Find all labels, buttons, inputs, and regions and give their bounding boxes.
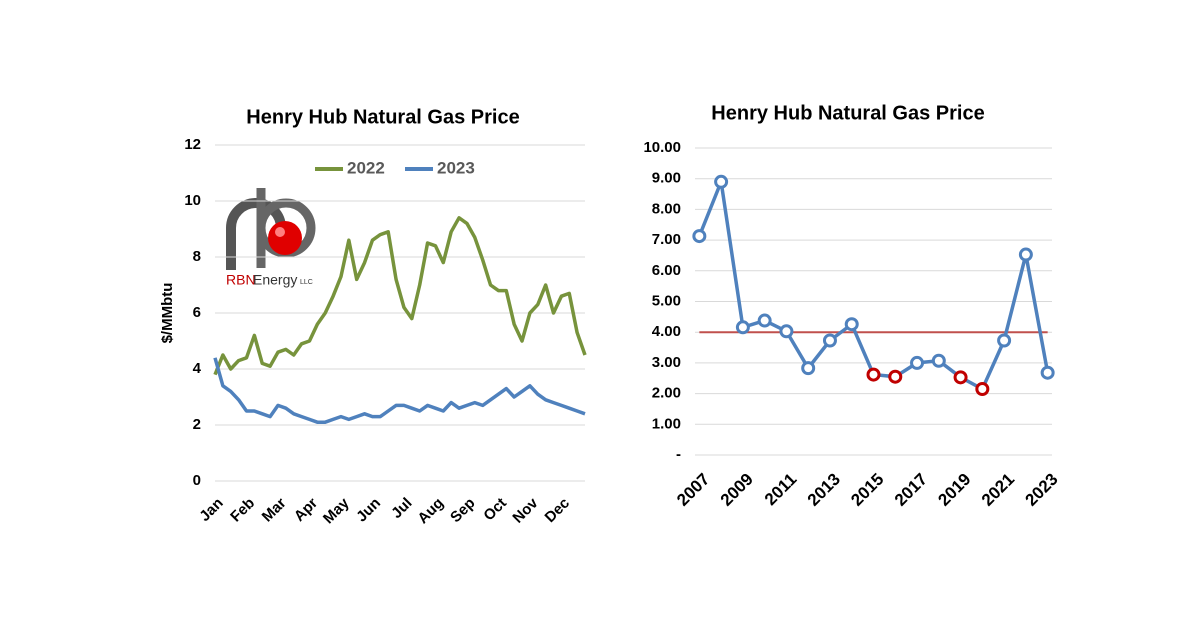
y-tick-label: 5.00 <box>652 292 681 309</box>
logo-pipe <box>226 198 286 270</box>
x-tick-label: 2017 <box>891 470 931 510</box>
y-tick-label: 4.00 <box>652 323 681 340</box>
x-tick-label: Dec <box>542 495 573 526</box>
marker <box>735 320 750 335</box>
chart-title: Henry Hub Natural Gas Price <box>246 106 519 128</box>
marker <box>801 361 816 376</box>
marker <box>931 353 946 368</box>
x-tick-label: 2013 <box>804 470 844 510</box>
marker <box>975 381 990 396</box>
logo-text: LLC <box>300 279 313 286</box>
marker <box>779 324 794 339</box>
series-line <box>213 216 587 376</box>
y-tick-label: 8 <box>193 248 201 265</box>
x-tick-label: 2009 <box>717 470 757 510</box>
x-tick-label: Apr <box>291 495 321 525</box>
y-tick-label: - <box>676 446 681 463</box>
y-tick-label: 2 <box>193 416 201 433</box>
x-tick-label: Jul <box>388 495 415 522</box>
y-tick-label: 10.00 <box>643 139 681 156</box>
y-tick-label: 10 <box>184 192 201 209</box>
y-tick-label: 3.00 <box>652 354 681 371</box>
logo-shine <box>275 227 285 237</box>
y-tick-label: 1.00 <box>652 415 681 432</box>
x-tick-label: 2021 <box>978 470 1018 510</box>
marker <box>757 313 772 328</box>
logo-text: Energy <box>253 272 297 288</box>
y-tick-label: 4 <box>193 360 202 377</box>
y-tick-label: 2.00 <box>652 385 681 402</box>
x-tick-label: Mar <box>259 495 290 526</box>
marker <box>1040 365 1055 380</box>
legend-label: 2023 <box>437 158 475 177</box>
x-tick-label: Oct <box>480 495 510 525</box>
x-tick-label: 2019 <box>934 470 974 510</box>
marker <box>822 333 837 348</box>
x-tick-label: Jan <box>196 495 226 525</box>
chart-title: Henry Hub Natural Gas Price <box>711 102 984 124</box>
logo: RBN Energy LLC <box>226 188 316 288</box>
x-tick-label: Jun <box>353 495 384 526</box>
series-line <box>213 357 586 424</box>
x-tick-label: 2011 <box>761 470 801 510</box>
logo-text: RBN <box>226 272 256 288</box>
marker <box>953 370 968 385</box>
x-tick-label: Aug <box>414 495 447 528</box>
x-tick-label: May <box>320 494 353 527</box>
x-tick-label: 2015 <box>847 470 887 510</box>
marker <box>910 355 925 370</box>
logo-ball <box>268 221 302 255</box>
marker <box>888 369 903 384</box>
y-tick-label: 9.00 <box>652 170 681 187</box>
marker <box>692 229 707 244</box>
y-tick-label: 12 <box>184 136 201 153</box>
x-tick-label: 2023 <box>1021 470 1061 510</box>
y-axis-label: $/MMbtu <box>159 283 176 344</box>
y-tick-label: 8.00 <box>652 200 681 217</box>
legend-label: 2022 <box>347 158 385 177</box>
x-tick-label: 2007 <box>673 470 713 510</box>
marker <box>997 333 1012 348</box>
marker <box>1018 247 1033 262</box>
y-tick-label: 6.00 <box>652 262 681 279</box>
x-tick-label: Sep <box>447 495 478 526</box>
y-tick-label: 0 <box>193 472 201 489</box>
y-tick-label: 7.00 <box>652 231 681 248</box>
series-line <box>697 180 1050 391</box>
y-tick-label: 6 <box>193 304 201 321</box>
x-tick-label: Nov <box>509 494 542 527</box>
marker <box>844 317 859 332</box>
marker <box>866 367 881 382</box>
x-tick-label: Feb <box>227 495 258 526</box>
marker <box>714 174 729 189</box>
